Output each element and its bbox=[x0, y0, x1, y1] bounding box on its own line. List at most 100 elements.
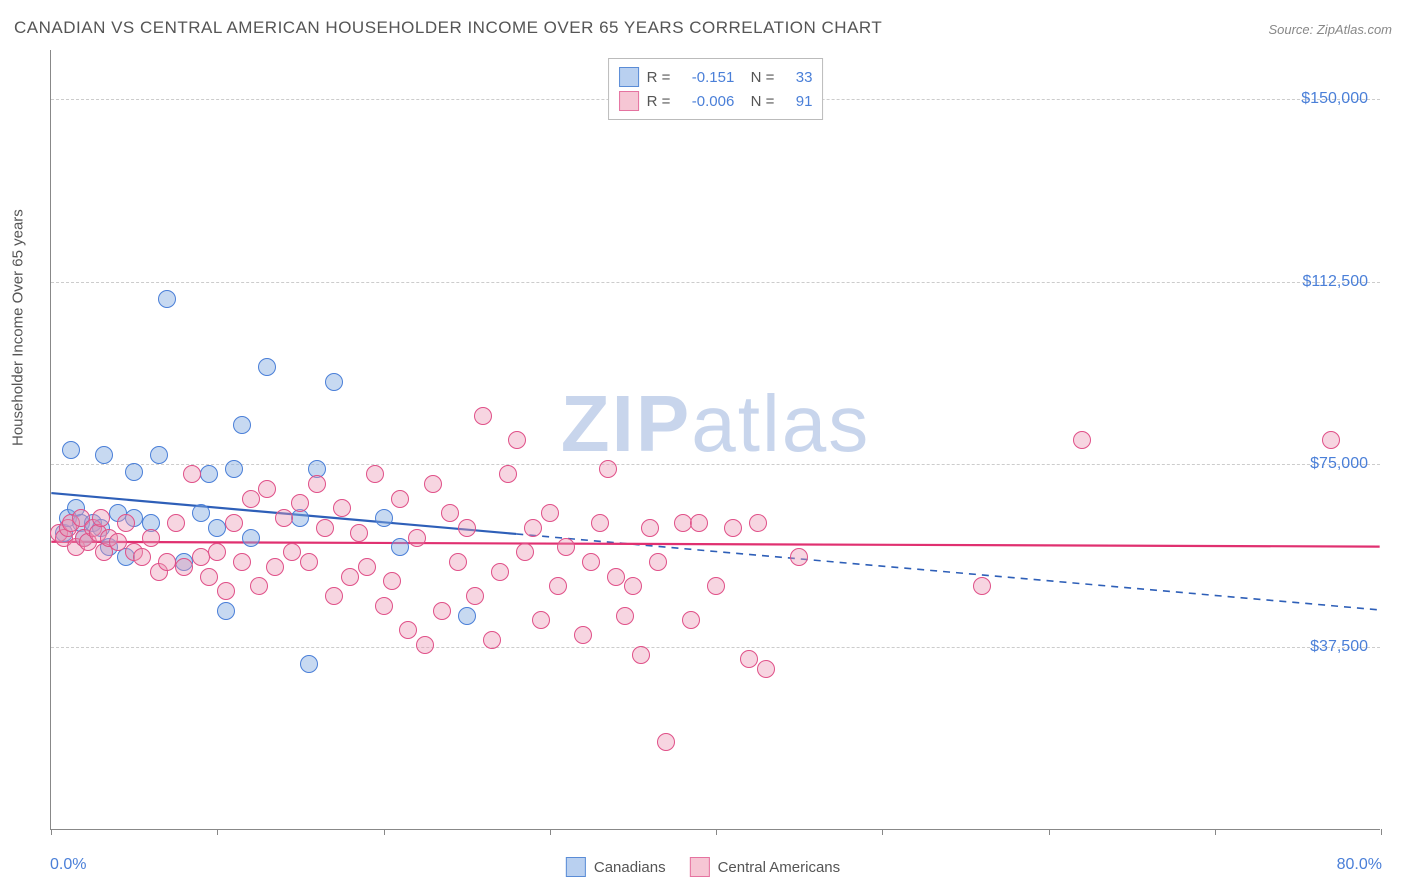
x-tick bbox=[51, 829, 52, 835]
data-point bbox=[125, 463, 143, 481]
data-point bbox=[266, 558, 284, 576]
x-tick bbox=[384, 829, 385, 835]
x-tick bbox=[217, 829, 218, 835]
data-point bbox=[458, 607, 476, 625]
data-point bbox=[508, 431, 526, 449]
x-tick bbox=[1215, 829, 1216, 835]
data-point bbox=[225, 460, 243, 478]
y-axis-title: Householder Income Over 65 years bbox=[10, 209, 27, 446]
legend-swatch bbox=[690, 857, 710, 877]
r-label: R = bbox=[647, 93, 671, 110]
data-point bbox=[408, 529, 426, 547]
data-point bbox=[192, 548, 210, 566]
data-point bbox=[649, 553, 667, 571]
data-point bbox=[632, 646, 650, 664]
data-point bbox=[150, 446, 168, 464]
data-point bbox=[740, 650, 758, 668]
data-point bbox=[707, 577, 725, 595]
y-tick-label: $150,000 bbox=[1301, 90, 1368, 108]
data-point bbox=[325, 587, 343, 605]
data-point bbox=[541, 504, 559, 522]
data-point bbox=[300, 553, 318, 571]
x-axis-max-label: 80.0% bbox=[1337, 856, 1382, 874]
data-point bbox=[574, 626, 592, 644]
data-point bbox=[242, 490, 260, 508]
data-point bbox=[316, 519, 334, 537]
data-point bbox=[95, 446, 113, 464]
n-value: 91 bbox=[782, 93, 812, 110]
data-point bbox=[749, 514, 767, 532]
data-point bbox=[109, 533, 127, 551]
r-value: -0.151 bbox=[678, 69, 734, 86]
data-point bbox=[466, 587, 484, 605]
data-point bbox=[192, 504, 210, 522]
legend-stats: R =-0.151 N =33R =-0.006 N =91 bbox=[608, 58, 824, 120]
x-tick bbox=[716, 829, 717, 835]
data-point bbox=[624, 577, 642, 595]
data-point bbox=[366, 465, 384, 483]
x-tick bbox=[882, 829, 883, 835]
data-point bbox=[258, 480, 276, 498]
data-point bbox=[117, 514, 135, 532]
data-point bbox=[167, 514, 185, 532]
data-point bbox=[724, 519, 742, 537]
y-tick-label: $75,000 bbox=[1310, 455, 1368, 473]
data-point bbox=[973, 577, 991, 595]
legend-swatch bbox=[619, 67, 639, 87]
x-tick bbox=[550, 829, 551, 835]
data-point bbox=[607, 568, 625, 586]
legend-series-label: Canadians bbox=[594, 859, 666, 876]
trendline-dashed bbox=[516, 534, 1379, 610]
plot-area: ZIPatlas R =-0.151 N =33R =-0.006 N =91 … bbox=[50, 50, 1380, 830]
legend-stats-row: R =-0.151 N =33 bbox=[619, 65, 813, 89]
chart-title: CANADIAN VS CENTRAL AMERICAN HOUSEHOLDER… bbox=[14, 18, 882, 38]
x-axis-min-label: 0.0% bbox=[50, 856, 86, 874]
data-point bbox=[291, 494, 309, 512]
data-point bbox=[62, 441, 80, 459]
data-point bbox=[532, 611, 550, 629]
data-point bbox=[250, 577, 268, 595]
data-point bbox=[591, 514, 609, 532]
data-point bbox=[549, 577, 567, 595]
data-point bbox=[599, 460, 617, 478]
data-point bbox=[183, 465, 201, 483]
data-point bbox=[158, 553, 176, 571]
data-point bbox=[308, 475, 326, 493]
data-point bbox=[474, 407, 492, 425]
data-point bbox=[225, 514, 243, 532]
data-point bbox=[275, 509, 293, 527]
data-point bbox=[657, 733, 675, 751]
data-point bbox=[208, 543, 226, 561]
data-point bbox=[391, 490, 409, 508]
data-point bbox=[233, 416, 251, 434]
data-point bbox=[217, 582, 235, 600]
data-point bbox=[690, 514, 708, 532]
data-point bbox=[242, 529, 260, 547]
data-point bbox=[582, 553, 600, 571]
data-point bbox=[350, 524, 368, 542]
n-label: N = bbox=[742, 69, 774, 86]
data-point bbox=[133, 548, 151, 566]
data-point bbox=[283, 543, 301, 561]
data-point bbox=[516, 543, 534, 561]
data-point bbox=[391, 538, 409, 556]
legend-series-item: Central Americans bbox=[690, 857, 841, 877]
legend-swatch bbox=[566, 857, 586, 877]
legend-series-item: Canadians bbox=[566, 857, 666, 877]
y-tick-label: $37,500 bbox=[1310, 638, 1368, 656]
data-point bbox=[200, 465, 218, 483]
legend-series: Canadians Central Americans bbox=[566, 857, 840, 877]
data-point bbox=[1322, 431, 1340, 449]
data-point bbox=[358, 558, 376, 576]
data-point bbox=[92, 509, 110, 527]
data-point bbox=[300, 655, 318, 673]
data-point bbox=[458, 519, 476, 537]
legend-stats-row: R =-0.006 N =91 bbox=[619, 89, 813, 113]
data-point bbox=[416, 636, 434, 654]
x-tick bbox=[1381, 829, 1382, 835]
data-point bbox=[208, 519, 226, 537]
data-point bbox=[333, 499, 351, 517]
y-tick-label: $112,500 bbox=[1302, 273, 1368, 291]
legend-swatch bbox=[619, 91, 639, 111]
data-point bbox=[433, 602, 451, 620]
